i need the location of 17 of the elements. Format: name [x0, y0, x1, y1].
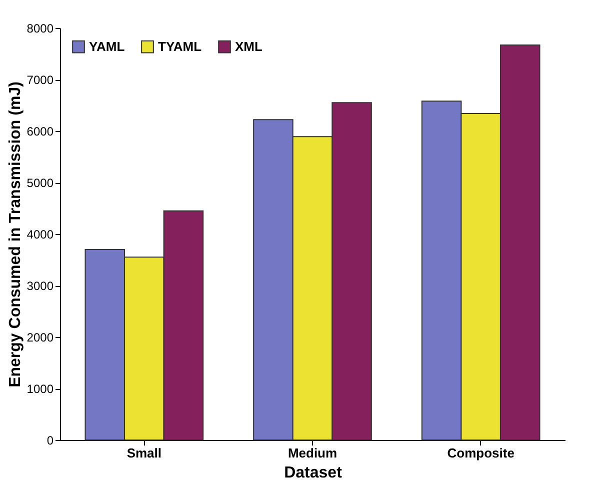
y-tick-label: 7000: [26, 73, 54, 87]
x-tick-label: Medium: [288, 446, 338, 460]
y-tick-label: 2000: [26, 330, 54, 344]
y-tick-label: 3000: [26, 279, 54, 293]
x-axis-title: Dataset: [284, 464, 343, 482]
y-tick-label: 5000: [26, 176, 54, 190]
x-tick-label: Small: [126, 446, 162, 460]
y-tick-label: 6000: [26, 124, 54, 138]
y-axis-title: Energy Consumed in Transmission (mJ): [6, 82, 24, 388]
y-tick-label: 4000: [26, 228, 54, 242]
y-tick-label: 1000: [26, 382, 54, 396]
y-tick-label: 0: [46, 434, 54, 448]
y-tick-label: 8000: [26, 22, 54, 36]
legend-label: TYAML: [158, 38, 202, 54]
x-tick-label: Composite: [447, 446, 514, 460]
legend-label: XML: [235, 38, 262, 54]
legend-label: YAML: [89, 38, 125, 54]
